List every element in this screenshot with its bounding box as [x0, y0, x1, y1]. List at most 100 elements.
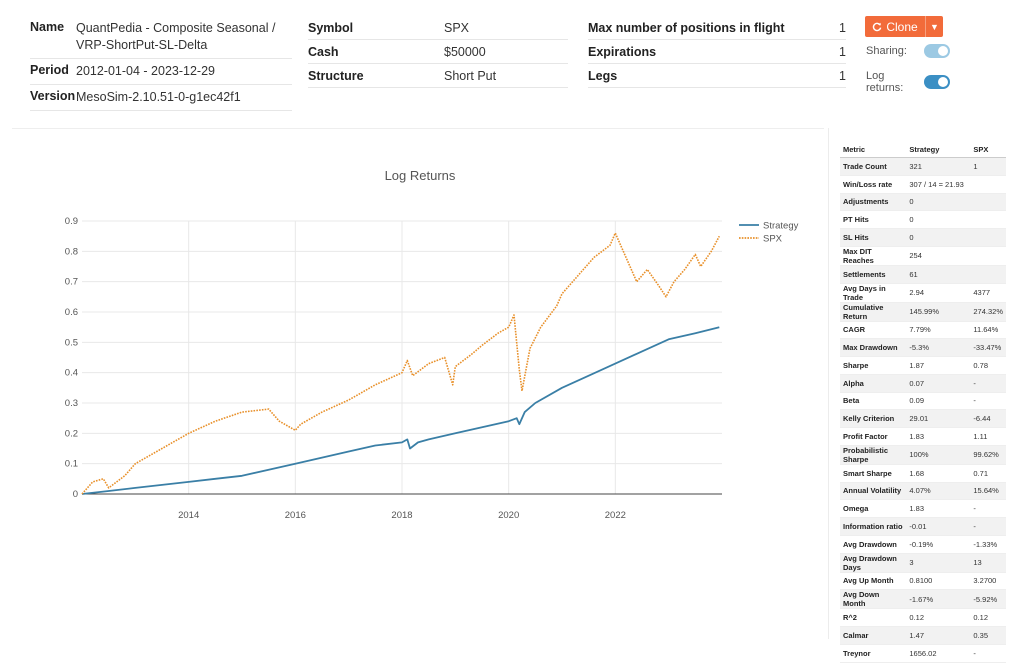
info-row-structure: Structure Short Put: [308, 64, 568, 88]
spx-value: -: [970, 374, 1006, 393]
metrics-row: Adjustments 0: [840, 193, 1006, 212]
metric-name: Adjustments: [840, 193, 907, 212]
metric-name: Trade Count: [840, 157, 907, 176]
log-returns-chart[interactable]: Log Returns 0 0.1 0.2 0.3 0.4 0.5 0.6 0.7 0.8 0.9 2…: [12, 129, 824, 640]
strategy-value: 1.83: [906, 499, 971, 518]
version-value: MesoSim-2.10.51-0-g1ec42f1: [76, 90, 241, 104]
metrics-row: Probabilistic Sharpe 100% 99.62%: [840, 445, 1006, 465]
strategy-value: -0.19%: [906, 535, 971, 554]
metrics-row: Treynor 1656.02-: [840, 644, 1006, 663]
spx-value: -1.33%: [970, 535, 1006, 554]
refresh-icon: [873, 22, 882, 31]
strategy-value: -0.01: [906, 517, 971, 536]
spx-value: [970, 228, 1006, 247]
metrics-row: Calmar 1.47 0.35: [840, 626, 1006, 645]
metric-name: Profit Factor: [840, 427, 907, 446]
spx-value: [970, 193, 1006, 212]
legend-label[interactable]: Strategy: [763, 221, 799, 232]
spx-value: -: [970, 392, 1006, 411]
name-value: QuantPedia - Composite Seasonal / VRP-Sh…: [76, 21, 276, 52]
spx-value: 0.12: [970, 608, 1006, 627]
metric-name: Calmar: [840, 626, 907, 645]
legs-label: Legs: [588, 69, 618, 83]
clone-label: Clone: [886, 19, 918, 34]
spx-value: 0.35: [970, 626, 1006, 645]
strategy-value: 0.09: [906, 392, 971, 411]
strategy-value: 100%: [906, 445, 971, 465]
strategy-value: 1.83: [906, 427, 971, 446]
strategy-value: 1.68: [906, 464, 971, 483]
spx-value: -: [970, 644, 1006, 663]
metrics-row: R^2 0.12 0.12: [840, 608, 1006, 627]
y-tick-label: 0.3: [65, 398, 78, 409]
metrics-row: Max Drawdown -5.3% -33.47%: [840, 338, 1006, 357]
period-value: 2012-01-04 - 2023-12-29: [76, 64, 215, 78]
metrics-table: Metric Strategy SPX Trade Count 321 1 Win/L…: [840, 142, 1006, 663]
metric-name: Avg Drawdown Days: [840, 553, 907, 573]
x-tick-label: 2022: [605, 510, 626, 521]
y-tick-label: 0.9: [65, 216, 78, 227]
strategy-value: 29.01: [906, 409, 971, 428]
metrics-row: Avg Down Month -1.67% -5.92%: [840, 589, 1006, 610]
spx-value: 0.78: [970, 356, 1006, 375]
x-tick-label: 2018: [391, 510, 412, 521]
y-tick-label: 0: [73, 489, 78, 500]
spx-value: 99.62%: [970, 445, 1006, 465]
metric-name: Omega: [840, 499, 907, 518]
strategy-value: 2.94: [906, 283, 971, 303]
caret-down-icon: ▼: [930, 21, 939, 32]
sharing-toggle[interactable]: [924, 44, 950, 58]
spx-value: 1: [970, 157, 1006, 176]
metrics-row: Settlements 61: [840, 265, 1006, 284]
metrics-row: Profit Factor 1.83 1.11: [840, 427, 1006, 446]
clone-dropdown-toggle[interactable]: ▼: [925, 16, 943, 37]
strategy-value: 1.87: [906, 356, 971, 375]
log-returns-toggle[interactable]: [924, 75, 950, 89]
strategy-column-header: Strategy: [906, 142, 971, 158]
clone-button[interactable]: Clone: [865, 16, 925, 37]
metrics-row: PT Hits 0: [840, 210, 1006, 229]
metric-name: R^2: [840, 608, 907, 627]
strategy-value: -1.67%: [906, 589, 971, 610]
spx-value: -6.44: [970, 409, 1006, 428]
metrics-row: Cumulative Return 145.99% 274.32%: [840, 302, 1006, 322]
strategy-value: 7.79%: [906, 321, 971, 340]
strategy-value: 254: [906, 246, 971, 266]
y-tick-label: 0.8: [65, 246, 78, 257]
metric-name: Smart Sharpe: [840, 464, 907, 483]
info-row-max-positions: Max number of positions in flight 1: [588, 16, 846, 40]
legs-value: 1: [839, 69, 846, 83]
metrics-header-row: Metric Strategy SPX: [840, 142, 1006, 158]
backtest-info-left: Name QuantPedia - Composite Seasonal / V…: [30, 16, 292, 111]
toggle-knob: [938, 46, 948, 56]
metrics-row: CAGR 7.79% 11.64%: [840, 321, 1006, 340]
x-tick-label: 2016: [285, 510, 306, 521]
spx-value: [970, 210, 1006, 229]
strategy-value: 321: [906, 157, 971, 176]
metric-column-header: Metric: [840, 142, 907, 158]
spx-value: 15.64%: [970, 482, 1006, 501]
metrics-row: Information ratio -0.01-: [840, 517, 1006, 536]
clone-button-group: Clone ▼: [865, 16, 943, 37]
metrics-row: Kelly Criterion 29.01 -6.44: [840, 409, 1006, 428]
strategy-value: 61: [906, 265, 971, 284]
spx-column-header: SPX: [970, 142, 1006, 158]
metrics-row: Alpha 0.07-: [840, 374, 1006, 393]
structure-label: Structure: [308, 69, 364, 83]
strategy-value: 3: [906, 553, 971, 573]
max-positions-value: 1: [839, 21, 846, 35]
toggle-knob: [938, 77, 948, 87]
metric-name: Sharpe: [840, 356, 907, 375]
spx-value: [970, 175, 1006, 194]
info-row-period: Period 2012-01-04 - 2023-12-29: [30, 59, 292, 85]
metric-name: Treynor: [840, 644, 907, 663]
strategy-value: -5.3%: [906, 338, 971, 357]
metric-name: Win/Loss rate: [840, 175, 907, 194]
log-returns-setting: Log returns:: [866, 70, 950, 94]
metrics-row: Win/Loss rate 307 / 14 = 21.93: [840, 175, 1006, 194]
legend-label[interactable]: SPX: [763, 234, 783, 245]
spx-value: 3.2700: [970, 572, 1006, 591]
expirations-value: 1: [839, 45, 846, 59]
metric-name: Annual Volatility: [840, 482, 907, 501]
spx-value: [970, 265, 1006, 284]
